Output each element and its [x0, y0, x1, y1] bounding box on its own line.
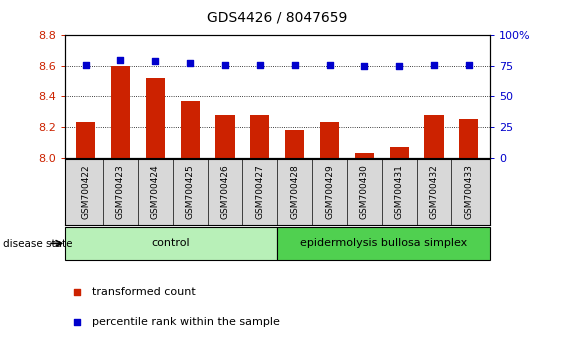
Text: GSM700426: GSM700426 [221, 165, 230, 219]
Text: GSM700432: GSM700432 [430, 165, 439, 219]
Text: GDS4426 / 8047659: GDS4426 / 8047659 [207, 11, 347, 25]
Bar [251, 115, 270, 158]
Point [290, 62, 299, 68]
Bar [320, 122, 339, 158]
Text: percentile rank within the sample: percentile rank within the sample [92, 317, 280, 327]
Point [221, 62, 230, 68]
Point [116, 57, 125, 63]
Bar [111, 66, 130, 158]
Point [186, 61, 195, 66]
Point [73, 290, 82, 295]
Text: GSM700422: GSM700422 [81, 165, 90, 219]
Text: control: control [151, 238, 190, 249]
Point [325, 62, 334, 68]
Bar [285, 130, 304, 158]
Bar [355, 153, 374, 158]
Bar [278, 227, 490, 260]
Bar [76, 122, 95, 158]
Bar [146, 78, 165, 158]
Text: GSM700433: GSM700433 [464, 165, 473, 219]
Text: GSM700430: GSM700430 [360, 165, 369, 219]
Point [430, 62, 439, 68]
Bar [181, 101, 200, 158]
Text: GSM700431: GSM700431 [395, 165, 404, 219]
Text: GSM700424: GSM700424 [151, 165, 160, 219]
Text: GSM700425: GSM700425 [186, 165, 195, 219]
Bar [216, 115, 235, 158]
Point [360, 63, 369, 69]
Point [81, 62, 90, 68]
Text: GSM700423: GSM700423 [116, 165, 125, 219]
Point [395, 63, 404, 69]
Text: epidermolysis bullosa simplex: epidermolysis bullosa simplex [300, 238, 467, 249]
Bar [390, 147, 409, 158]
Text: GSM700427: GSM700427 [256, 165, 265, 219]
Text: transformed count: transformed count [92, 287, 196, 297]
Bar [425, 115, 444, 158]
Point [151, 58, 160, 64]
Text: GSM700428: GSM700428 [290, 165, 299, 219]
Text: GSM700429: GSM700429 [325, 165, 334, 219]
Bar [459, 119, 479, 158]
Bar [65, 227, 278, 260]
Point [464, 62, 473, 68]
Point [73, 319, 82, 325]
Point [256, 62, 265, 68]
Text: disease state: disease state [3, 239, 72, 249]
